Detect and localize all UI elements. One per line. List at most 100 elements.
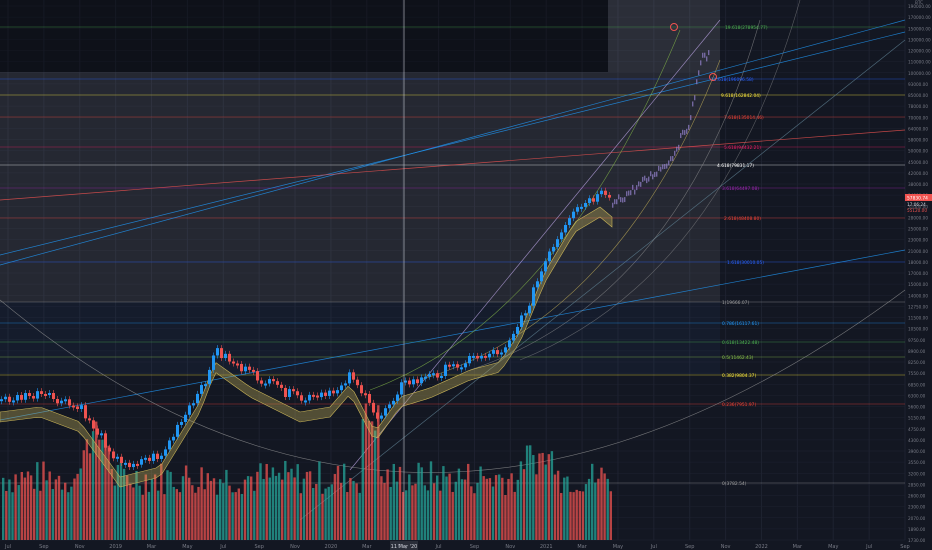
trend-line [349, 19, 721, 471]
fib-label: 9.618(162842.04) [721, 93, 761, 99]
volume-bar [122, 468, 126, 540]
y-tick-label: 85000.00 [908, 93, 928, 98]
volume-bar [240, 493, 244, 540]
projection-candle [658, 165, 660, 171]
projection-candle [696, 79, 698, 85]
volume-bar [2, 477, 5, 540]
candle [136, 463, 139, 466]
projection-candle [708, 50, 710, 56]
fib-label: 19.618(278954.77) [725, 25, 768, 31]
volume-bar [178, 492, 182, 540]
volume-bar [296, 464, 299, 540]
volume-bar [535, 474, 538, 540]
volume-bar [116, 464, 120, 540]
candle [356, 379, 359, 386]
y-tick-label: 190000.00 [908, 4, 931, 9]
volume-bar [284, 460, 287, 540]
volume-bar [129, 483, 132, 540]
fib-label: 2.618(48408.80) [724, 216, 761, 222]
volume-bar [510, 473, 513, 540]
projection-candle [648, 176, 650, 182]
volume-bar [417, 462, 420, 540]
candle [112, 451, 115, 459]
x-tick-label: Mar [147, 544, 157, 550]
volume-bar [163, 494, 166, 540]
volume-bar [392, 463, 395, 540]
volume-bar [36, 462, 39, 540]
candle [396, 394, 399, 401]
volume-bar [358, 492, 361, 540]
volume-bar [361, 419, 364, 540]
volume-bar [39, 490, 42, 540]
projection-candle [622, 197, 624, 203]
y-tick-label: 17000.00 [908, 271, 928, 276]
y-tick-label: 78000.00 [908, 104, 928, 109]
candle [76, 406, 79, 409]
y-tick-label: 14000.00 [908, 293, 928, 298]
x-tick-label: Jul [435, 544, 442, 550]
volume-bar [556, 470, 560, 540]
candle [280, 384, 283, 388]
candle [192, 403, 195, 406]
volume-bar [188, 477, 191, 540]
volume-bar [436, 475, 439, 540]
projection-candle [614, 199, 616, 205]
volume-bar [454, 481, 457, 540]
volume-bar [339, 482, 343, 540]
volume-bar [597, 478, 600, 540]
lower-box [0, 302, 720, 374]
volume-bar [432, 483, 436, 540]
candles [0, 187, 611, 471]
candle [16, 395, 19, 401]
candle [324, 392, 327, 396]
volume-bar [346, 492, 349, 540]
x-tick-label: 2021 [540, 544, 553, 550]
candle [380, 415, 383, 419]
y-tick-label: 3550.00 [908, 460, 926, 465]
y-tick-label: 8900.00 [908, 349, 926, 354]
volume-bar [330, 484, 333, 540]
projection-candle [634, 189, 636, 195]
candle [216, 348, 219, 356]
volume-bar [308, 471, 312, 540]
volume-bar [29, 475, 33, 540]
candle [476, 355, 479, 359]
volume-bar [60, 489, 64, 540]
projection-candle [684, 130, 686, 136]
projection-candle [690, 115, 692, 121]
x-tick-label: May [613, 544, 623, 550]
projection-candle [628, 190, 630, 196]
candle [40, 391, 43, 394]
candle [200, 385, 203, 394]
x-tick-label: 2020 [325, 544, 338, 550]
y-tick-label: 18000.00 [908, 260, 928, 265]
candle [340, 385, 343, 391]
volume-bar [172, 486, 175, 540]
candle [316, 395, 319, 398]
trend-line [299, 39, 906, 521]
candle [100, 433, 103, 436]
projection-candle [682, 129, 684, 135]
candle [172, 436, 175, 441]
x-tick-label: Mar [793, 544, 803, 550]
x-tick-label: Nov [721, 544, 731, 550]
fib-label: 11.618(196096.58) [711, 77, 754, 83]
y-tick-label: 15000.00 [908, 282, 928, 287]
trend-lines [0, 0, 906, 521]
volume-bar [591, 463, 594, 540]
x-tick-label: Nov [505, 544, 515, 550]
x-tick-label: May [398, 544, 408, 550]
projection-candle [646, 178, 648, 184]
volume-bar [389, 486, 392, 540]
candle [572, 211, 575, 219]
y-tick-label: 170000.00 [908, 15, 931, 20]
volume-bar [442, 466, 445, 540]
volume-bar [104, 439, 107, 540]
volume-bar [333, 474, 337, 540]
volume-bar [566, 476, 569, 540]
candle [12, 400, 15, 403]
volume-bar [563, 477, 566, 540]
volume-bar [414, 483, 417, 540]
volume-bar [488, 478, 492, 540]
volume-bar [398, 466, 402, 540]
